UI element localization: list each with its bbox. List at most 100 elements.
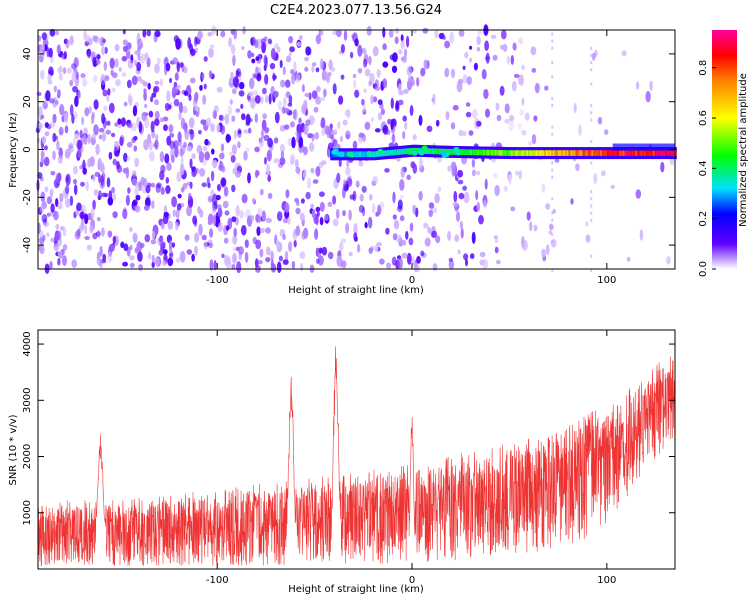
spectrogram-cell: [366, 25, 372, 36]
signal-band-core: [624, 150, 628, 156]
spectrogram-cell: [368, 247, 373, 254]
snr-x-ticks: -100 0 100: [206, 330, 616, 586]
spectrogram-cell: [177, 193, 182, 199]
spectrogram-cell: [125, 51, 131, 60]
signal-band-core: [661, 150, 665, 156]
spectrogram-cell: [112, 72, 118, 79]
spectrogram-cell: [58, 72, 63, 81]
spectrogram-cell: [597, 116, 603, 125]
spectrogram-cell: [191, 166, 197, 178]
spectrogram-cell: [160, 164, 166, 173]
spectrogram-cell: [518, 122, 522, 131]
signal-band-core: [473, 149, 477, 156]
spectrogram-y-label: Frequency (Hz): [8, 112, 19, 188]
spectrogram-cell: [476, 201, 481, 212]
spectrogram-cell: [194, 232, 200, 243]
signal-band-core: [594, 150, 598, 156]
spectrogram-cell: [503, 185, 508, 192]
spectrogram-cell: [201, 72, 205, 80]
spectrogram-cell: [252, 72, 257, 79]
spectrogram-cell: [136, 61, 142, 72]
spectrogram-cell: [232, 54, 236, 67]
spectrogram-cell: [134, 50, 141, 56]
spectrogram-cell: [484, 40, 489, 51]
spectrogram-cell: [183, 142, 187, 148]
spectrogram-cell: [150, 96, 154, 103]
spectrogram-cell: [176, 61, 180, 73]
signal-band-core: [431, 148, 435, 155]
spectrogram-cell: [46, 212, 51, 217]
spectrogram-cell: [363, 88, 367, 93]
spectrogram-cell: [240, 228, 246, 233]
spectrogram-cell: [468, 130, 474, 136]
spectrogram-cell: [494, 246, 499, 254]
signal-band-core: [496, 149, 500, 156]
spectrogram-cell: [50, 121, 56, 128]
spectrogram-cell: [122, 167, 129, 174]
spectrogram-cell: [45, 90, 51, 102]
spectrogram-cell: [131, 178, 138, 186]
spectrogram-cell: [252, 90, 259, 96]
spectrogram-cell: [273, 158, 280, 164]
spectrogram-cell: [301, 84, 305, 93]
spectrogram-cell: [210, 170, 215, 182]
spectrogram-cell: [46, 232, 50, 237]
spectrogram-cell: [221, 253, 225, 258]
signal-band-core: [614, 150, 618, 156]
spectrogram-cell: [177, 131, 182, 143]
spectrogram-cell: [169, 140, 176, 150]
spectrogram-cell: [521, 64, 525, 70]
spectrogram-cell: [590, 254, 593, 258]
spectrogram-cell: [142, 29, 147, 38]
spectrogram-cell: [62, 67, 67, 74]
signal-band-core: [617, 150, 621, 156]
spectrogram-cell: [457, 179, 464, 185]
spectrogram-cell: [123, 152, 128, 163]
spectrogram-cell: [551, 32, 554, 36]
snr-x-label: Height of straight line (km): [288, 584, 424, 595]
spectrogram-cell: [448, 257, 454, 262]
spectrogram-cell: [320, 96, 326, 102]
spectrogram-cell: [458, 29, 465, 37]
spectrogram-cell: [315, 206, 321, 212]
spectrogram-cell: [161, 260, 167, 267]
y-tick-label: 20: [22, 95, 33, 108]
spectrogram-cell: [232, 168, 237, 175]
spectrogram-cell: [499, 85, 505, 96]
colorbar-tick-label: 0.6: [698, 110, 709, 126]
spectrogram-cell: [57, 89, 61, 99]
signal-band-core: [400, 148, 404, 155]
signal-band-core: [491, 149, 495, 156]
spectrogram-cell: [386, 262, 391, 269]
spectrogram-cell: [604, 129, 609, 136]
spectrogram-cell: [39, 47, 46, 57]
spectrogram-cell: [102, 253, 107, 261]
spectrogram-cell: [154, 63, 160, 74]
spectrogram-cell: [190, 77, 196, 84]
signal-band-core: [619, 150, 623, 156]
spectrogram-cell: [276, 261, 282, 274]
signal-band-core: [507, 150, 511, 156]
signal-band-core: [621, 150, 625, 156]
signal-band-core: [472, 149, 476, 156]
spectrogram-cell: [521, 240, 528, 251]
spectrogram-cell: [63, 51, 67, 60]
signal-band-core: [563, 150, 567, 156]
spectrogram-cell: [299, 35, 303, 40]
spectrogram-cell: [233, 129, 237, 140]
spectrogram-cell: [122, 208, 128, 220]
spectrogram-cell: [241, 46, 245, 51]
spectrogram-cell: [254, 258, 259, 268]
signal-band-core: [430, 148, 434, 155]
spectrogram-cell: [406, 66, 413, 76]
spectrogram-cell: [144, 234, 151, 243]
spectrogram-cell: [314, 228, 319, 240]
spectrogram-cell: [258, 215, 262, 223]
spectrogram-cell: [551, 225, 554, 229]
spectrogram-cell: [179, 163, 185, 176]
spectrogram-cell: [450, 161, 457, 171]
spectrogram-cell: [404, 122, 408, 130]
spectrogram-cell: [551, 96, 554, 100]
colorbar-tick-label: 0.4: [698, 160, 709, 176]
spectrogram-cell: [145, 185, 151, 194]
